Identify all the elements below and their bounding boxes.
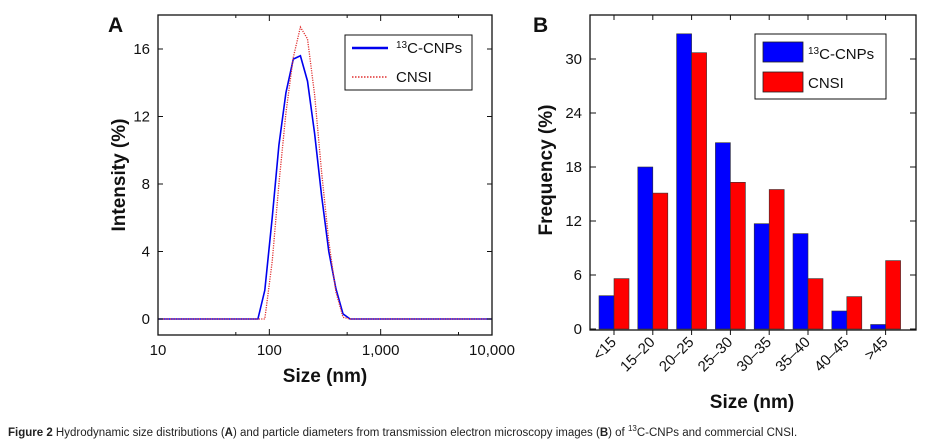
panel-a-legend-box	[344, 34, 473, 91]
panel-b-chart: B 0 6 12 18 24 30 <1515–2020–2525–3030–3535–40…	[533, 14, 917, 413]
panel-a-x-axis-title: Size (nm)	[283, 366, 367, 387]
panel-a-y-axis-title: Intensity (%)	[109, 119, 130, 232]
legend-label-cnsi-bar: CNSI	[808, 75, 844, 92]
bar-13c-cnps	[792, 233, 809, 330]
x-tick-label: 30–35	[734, 334, 776, 376]
bar-13c-cnps	[598, 295, 615, 330]
panel-b-plot-frame	[589, 14, 917, 331]
y-tick-label: 16	[133, 41, 150, 58]
caption-figure-number: Figure 2	[8, 426, 53, 439]
x-tick-label: 100	[257, 342, 282, 359]
x-tick-label: <15	[590, 334, 620, 364]
bar-cnsi	[846, 296, 863, 330]
panel-a-series	[158, 25, 492, 320]
panel-b-legend: 13C-CNPs CNSI	[754, 33, 887, 100]
bar-cnsi	[613, 278, 630, 330]
legend-label-cnsi: CNSI	[396, 69, 432, 86]
y-tick-label: 4	[142, 244, 150, 261]
caption-ref-b: B	[599, 426, 609, 439]
panel-b-y-axis-title: Frequency (%)	[536, 105, 557, 236]
y-tick-label: 8	[142, 176, 150, 193]
legend-label-13c-cnps: 13C-CNPs	[396, 40, 462, 57]
bar-13c-cnps	[676, 33, 692, 330]
y-tick-label: 12	[133, 109, 150, 126]
legend-label-13c-cnps-bar: 13C-CNPs	[808, 46, 874, 63]
y-tick-label: 0	[142, 311, 150, 328]
bar-cnsi	[691, 52, 707, 330]
x-tick-label: 1,000	[362, 342, 400, 359]
figure-caption: Figure 2 Hydrodynamic size distributions…	[8, 424, 797, 439]
panel-b-letter: B	[533, 14, 548, 37]
x-tick-label: 20–25	[656, 334, 698, 376]
legend-swatch-cnsi-bar	[762, 71, 804, 93]
bar-cnsi	[885, 260, 901, 330]
panel-a-letter: A	[108, 14, 123, 37]
panel-b-x-axis-title: Size (nm)	[710, 392, 794, 413]
caption-superscript: 13	[627, 424, 637, 433]
y-tick-label: 24	[565, 105, 582, 122]
y-tick-label: 6	[574, 267, 582, 284]
x-tick-label: 10	[150, 342, 167, 359]
bar-13c-cnps	[753, 223, 770, 330]
y-tick-label: 12	[565, 213, 582, 230]
y-tick-label: 18	[565, 159, 582, 176]
x-tick-label: 25–30	[695, 334, 737, 376]
bar-cnsi	[730, 182, 746, 330]
y-tick-label: 0	[574, 321, 582, 338]
caption-text: C-CNPs and commercial CNSI.	[636, 426, 798, 439]
x-tick-label: 40–45	[811, 334, 853, 376]
panel-a-ticks: 0 4 8 12 16 10 100 1,000 10,000	[133, 15, 515, 359]
caption-ref-a: A	[224, 426, 233, 439]
x-tick-label: 10,000	[469, 342, 515, 359]
panel-b-bars	[598, 33, 901, 330]
panel-a-legend: 13C-CNPs CNSI	[344, 34, 473, 91]
bar-13c-cnps	[637, 166, 654, 330]
bar-13c-cnps	[831, 310, 848, 330]
panel-a-chart: A 0 4 8 12 16 10 100 1,000 10,000 Size (nm) Inte…	[108, 14, 515, 387]
x-tick-label: 35–40	[772, 334, 814, 376]
caption-text: Hydrodynamic size distributions (	[52, 426, 225, 439]
bar-cnsi	[652, 192, 669, 330]
bar-cnsi	[807, 278, 824, 330]
x-tick-label: >45	[861, 334, 891, 364]
bar-13c-cnps	[870, 324, 886, 330]
y-tick-label: 30	[565, 51, 582, 68]
x-tick-label: 15–20	[617, 334, 659, 376]
legend-swatch-13c-cnps-bar	[762, 41, 804, 63]
series-line-cnsi	[158, 25, 492, 320]
panel-a-plot-frame	[157, 14, 493, 336]
bar-13c-cnps	[715, 142, 731, 330]
caption-text: ) of	[608, 426, 628, 439]
series-line-13c-cnps	[158, 54, 492, 320]
caption-text: ) and particle diameters from transmissi…	[232, 426, 600, 439]
bar-cnsi	[768, 189, 785, 330]
